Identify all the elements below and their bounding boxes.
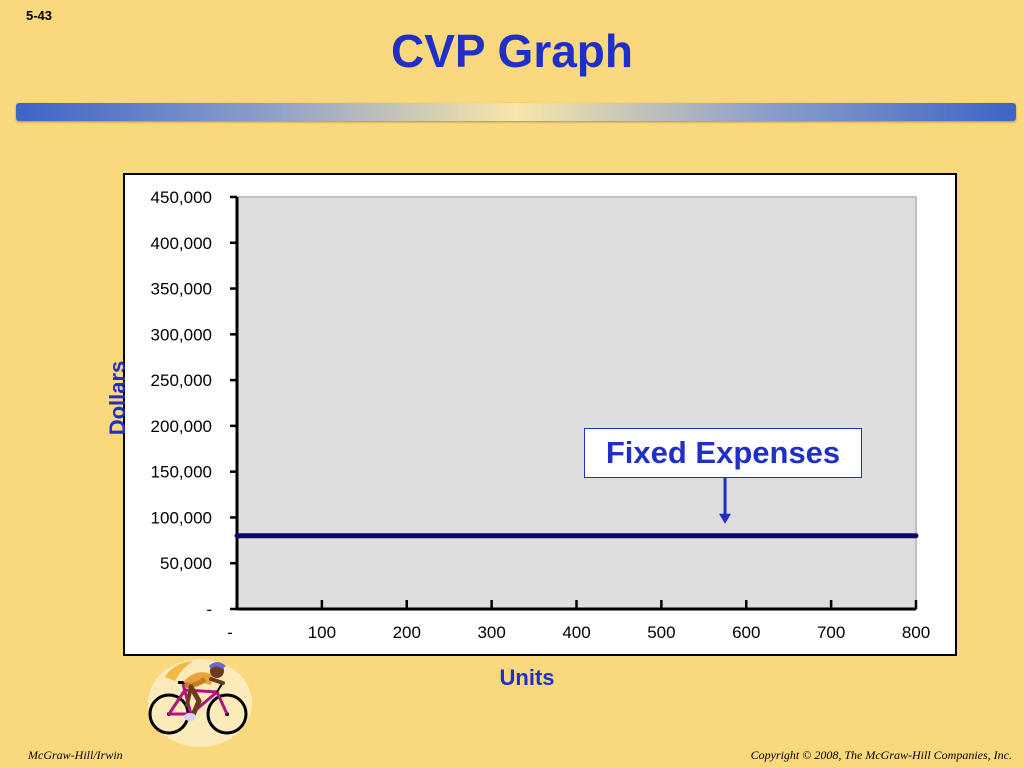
y-tick-label: 250,000 bbox=[151, 371, 212, 390]
x-tick-label: 100 bbox=[308, 623, 336, 642]
x-tick-label: 200 bbox=[393, 623, 421, 642]
y-tick-label: - bbox=[206, 600, 212, 619]
x-axis-title: Units bbox=[499, 665, 555, 690]
y-axis-title: Dollars bbox=[105, 360, 130, 436]
x-tick-label: 500 bbox=[647, 623, 675, 642]
footer-publisher: McGraw-Hill/Irwin bbox=[28, 748, 123, 762]
slide-number: 5-43 bbox=[26, 8, 53, 23]
title-divider-bar bbox=[16, 103, 1016, 121]
fixed-expenses-callout: Fixed Expenses bbox=[584, 428, 862, 478]
cyclist-clipart-icon bbox=[148, 659, 252, 747]
x-tick-label: 700 bbox=[817, 623, 845, 642]
annotation-arrow-head bbox=[719, 513, 732, 524]
y-tick-label: 300,000 bbox=[151, 325, 212, 344]
plot-area bbox=[236, 196, 917, 610]
x-tick-label: 600 bbox=[732, 623, 760, 642]
y-tick-label: 350,000 bbox=[151, 280, 212, 299]
slide-title: CVP Graph bbox=[391, 25, 633, 77]
y-tick-label: 50,000 bbox=[160, 554, 212, 573]
y-tick-label: 450,000 bbox=[151, 188, 212, 207]
y-tick-label: 100,000 bbox=[151, 508, 212, 527]
y-tick-label: 200,000 bbox=[151, 417, 212, 436]
y-tick-label: 400,000 bbox=[151, 234, 212, 253]
footer-copyright: Copyright © 2008, The McGraw-Hill Compan… bbox=[750, 748, 1012, 762]
x-tick-label: 800 bbox=[902, 623, 930, 642]
y-tick-label: 150,000 bbox=[151, 463, 212, 482]
x-tick-label: - bbox=[227, 623, 233, 642]
x-tick-label: 300 bbox=[477, 623, 505, 642]
x-tick-label: 400 bbox=[562, 623, 590, 642]
